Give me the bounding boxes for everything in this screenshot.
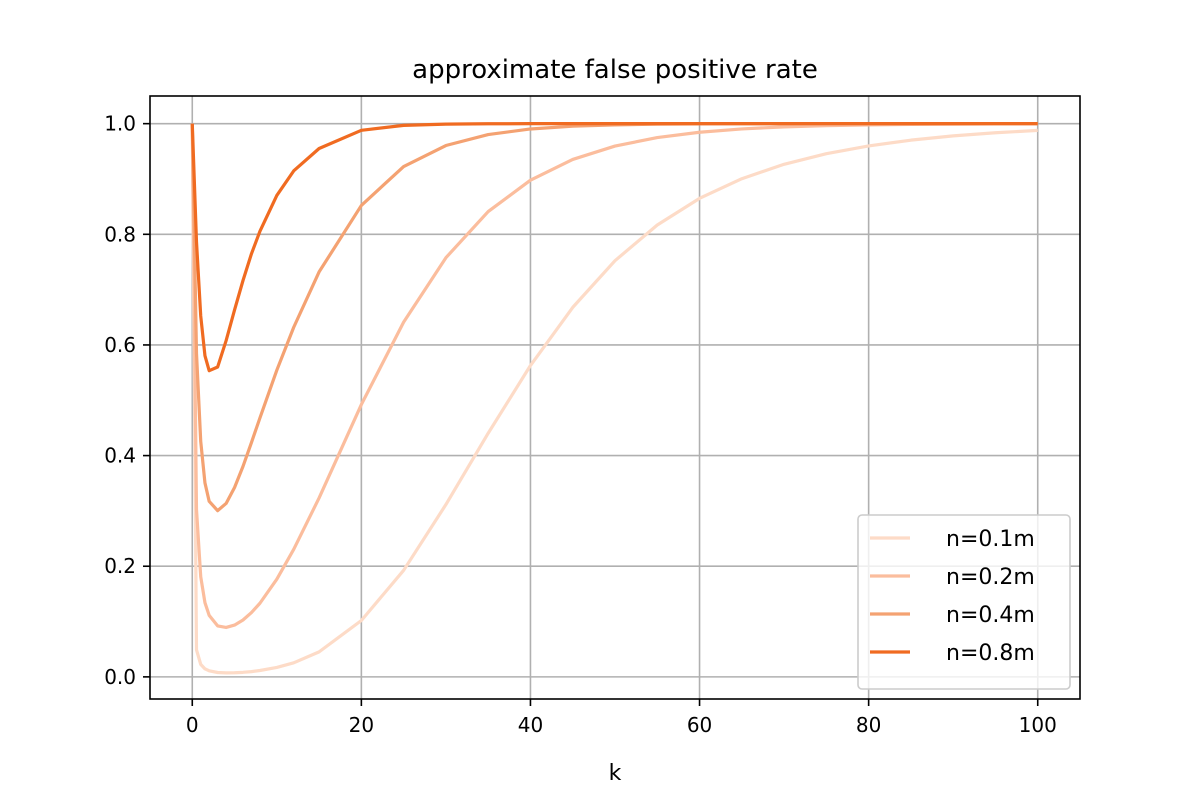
- x-tick-label: 100: [1019, 713, 1057, 737]
- axis-ticks: 0 20 40 60 80 100 0.0 0.2 0.4 0.6 0.8 1.0: [104, 112, 1057, 737]
- y-tick-label: 0.0: [104, 665, 136, 689]
- grid: [150, 96, 1080, 699]
- y-tick-label: 0.8: [104, 222, 136, 246]
- y-tick-label: 0.2: [104, 554, 136, 578]
- y-tick-label: 0.6: [104, 333, 136, 357]
- legend-label: n=0.8m: [946, 641, 1035, 666]
- plot-frame: [149, 95, 1081, 700]
- legend-label: n=0.2m: [946, 565, 1035, 590]
- legend-label: n=0.4m: [946, 603, 1035, 628]
- x-tick-label: 20: [349, 713, 374, 737]
- x-tick-label: 80: [856, 713, 881, 737]
- legend: n=0.1m n=0.2m n=0.4m n=0.8m: [857, 514, 1071, 690]
- series-line-1: [190, 122, 1038, 630]
- x-axis-label: k: [609, 761, 622, 786]
- series-line-0: [190, 123, 1038, 675]
- y-tick-label: 1.0: [104, 112, 136, 136]
- legend-frame: [857, 514, 1071, 690]
- series-line-2: [190, 122, 1038, 513]
- x-tick-label: 40: [518, 713, 543, 737]
- x-tick-label: 0: [186, 713, 199, 737]
- chart-title: approximate false positive rate: [412, 55, 818, 85]
- legend-label: n=0.1m: [946, 527, 1035, 552]
- series-lines: [190, 122, 1038, 675]
- y-tick-label: 0.4: [104, 444, 136, 468]
- series-line-3: [190, 122, 1038, 373]
- x-tick-label: 60: [687, 713, 712, 737]
